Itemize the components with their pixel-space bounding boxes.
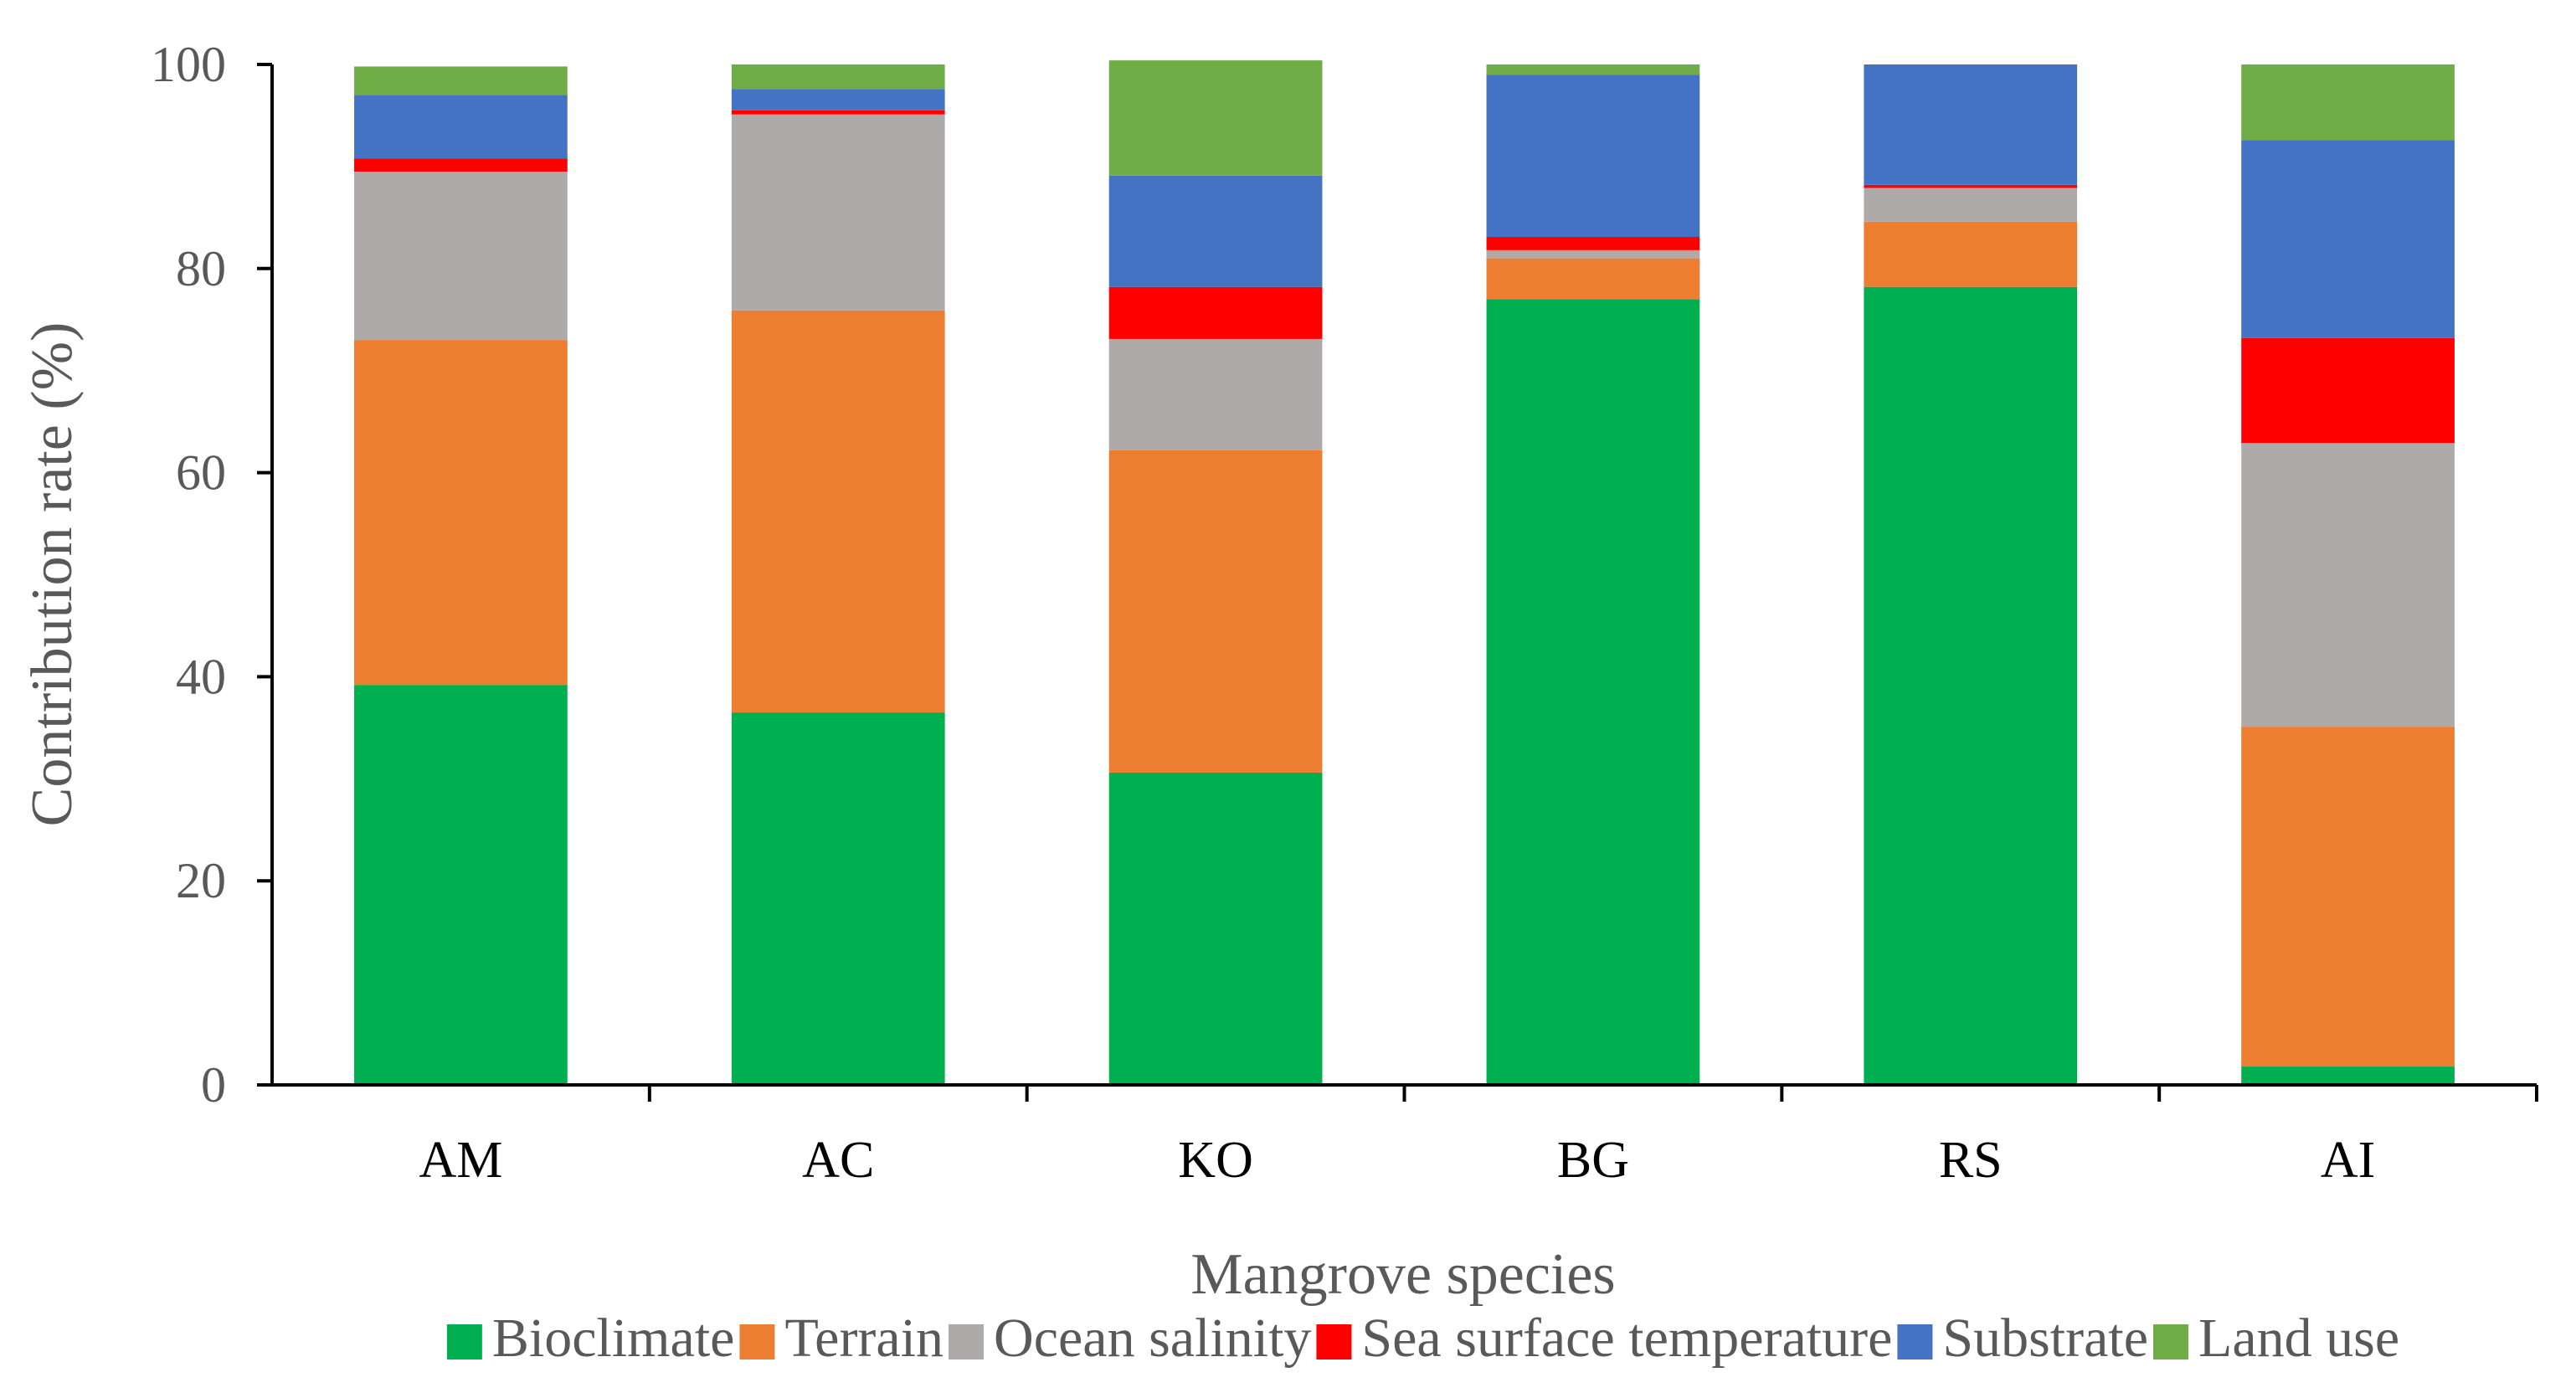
bar-segment-am-land-use — [354, 66, 568, 95]
bar-segment-ac-substrate — [731, 89, 945, 111]
x-tick-label-bg: BG — [1557, 1132, 1629, 1189]
bar-segment-rs-substrate — [1864, 64, 2078, 185]
bar-segment-am-substrate — [354, 95, 568, 159]
legend-swatch-substrate — [1897, 1324, 1933, 1359]
bar-segment-ko-substrate — [1108, 175, 1323, 287]
bar-segment-rs-sea-surface-temperature — [1864, 184, 2078, 188]
bar-segment-rs-ocean-salinity — [1864, 188, 2078, 222]
bar-segment-ko-sea-surface-temperature — [1108, 286, 1323, 339]
x-tick-label-am: AM — [419, 1132, 502, 1189]
legend-label-bioclimate: Bioclimate — [492, 1308, 735, 1369]
bar-segment-ac-ocean-salinity — [731, 114, 945, 311]
y-axis-ticks: 0 20 40 60 80 100 — [151, 37, 272, 1113]
bar-segment-bg-substrate — [1486, 75, 1700, 238]
legend-label-substrate: Substrate — [1942, 1308, 2148, 1369]
y-axis-title: Contribution rate (%) — [20, 322, 85, 827]
y-tick-label: 100 — [151, 37, 226, 92]
x-tick-label-rs: RS — [1939, 1132, 2003, 1189]
x-tick-label-ac: AC — [802, 1132, 874, 1189]
legend-swatch-land-use — [2153, 1324, 2189, 1359]
legend: Bioclimate Terrain Ocean salinity Sea surfa… — [446, 1308, 2399, 1369]
bar-segment-am-sea-surface-temperature — [354, 158, 568, 172]
bar-segment-ai-bioclimate — [2241, 1066, 2455, 1085]
bar-segment-ko-bioclimate — [1108, 772, 1323, 1085]
bar-segment-ac-land-use — [731, 64, 945, 90]
y-tick-label: 20 — [176, 853, 226, 908]
legend-swatch-bioclimate — [446, 1324, 482, 1359]
legend-swatch-sea-surface-temperature — [1316, 1324, 1352, 1359]
bar-segment-ko-ocean-salinity — [1108, 338, 1323, 450]
bar-segment-bg-bioclimate — [1486, 299, 1700, 1085]
x-axis-title: Mangrove species — [1190, 1242, 1615, 1307]
bar-segment-ai-ocean-salinity — [2241, 443, 2455, 727]
legend-swatch-terrain — [739, 1324, 775, 1359]
axes — [270, 64, 2537, 1087]
bar-segment-ac-sea-surface-temperature — [731, 110, 945, 115]
bar-segment-ai-sea-surface-temperature — [2241, 337, 2455, 444]
bar-segment-ac-terrain — [731, 310, 945, 713]
legend-label-land-use: Land use — [2198, 1308, 2399, 1369]
bar-segment-bg-land-use — [1486, 64, 1700, 75]
legend-label-ocean-salinity: Ocean salinity — [994, 1308, 1311, 1369]
bar-stacks — [354, 60, 2455, 1085]
bar-segment-ko-land-use — [1108, 60, 1323, 176]
bar-segment-ai-substrate — [2241, 140, 2455, 338]
bar-segment-ai-land-use — [2241, 64, 2455, 141]
bar-segment-ko-terrain — [1108, 450, 1323, 773]
y-tick-label: 40 — [176, 649, 226, 704]
x-axis-categories: AM AC KO BG RS AI — [419, 1085, 2538, 1189]
y-tick-label: 80 — [176, 241, 226, 296]
legend-label-terrain: Terrain — [784, 1308, 944, 1369]
bar-segment-ac-bioclimate — [731, 712, 945, 1085]
y-tick-label: 0 — [201, 1057, 226, 1113]
x-tick-label-ko: KO — [1178, 1132, 1253, 1189]
bar-segment-ai-terrain — [2241, 727, 2455, 1067]
bar-segment-bg-sea-surface-temperature — [1486, 237, 1700, 250]
bar-segment-rs-bioclimate — [1864, 286, 2078, 1085]
y-tick-label: 60 — [176, 445, 226, 501]
legend-swatch-ocean-salinity — [949, 1324, 985, 1359]
bar-segment-bg-ocean-salinity — [1486, 249, 1700, 259]
x-tick-label-ai: AI — [2321, 1132, 2375, 1189]
bar-segment-am-bioclimate — [354, 685, 568, 1085]
bar-segment-am-terrain — [354, 340, 568, 686]
bar-segment-bg-terrain — [1486, 258, 1700, 300]
legend-label-sea-surface-temperature: Sea surface temperature — [1361, 1308, 1892, 1369]
bar-segment-rs-terrain — [1864, 221, 2078, 287]
bar-segment-am-ocean-salinity — [354, 171, 568, 341]
